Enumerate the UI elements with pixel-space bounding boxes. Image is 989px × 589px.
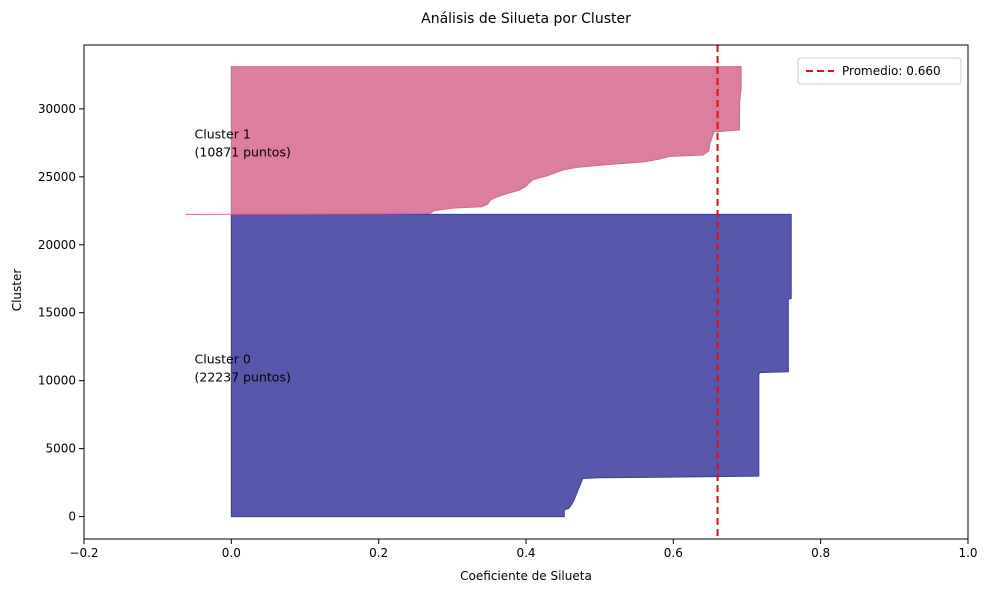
y-tick-label: 10000 bbox=[38, 374, 76, 388]
y-tick-label: 20000 bbox=[38, 238, 76, 252]
x-tick-label: 1.0 bbox=[958, 546, 977, 560]
cluster-annotation-line: Cluster 0 bbox=[195, 351, 251, 366]
x-tick-label: 0.0 bbox=[222, 546, 241, 560]
cluster-annotation-line: (10871 puntos) bbox=[195, 145, 291, 160]
y-axis-title: Cluster bbox=[10, 269, 24, 312]
x-tick-label: 0.4 bbox=[516, 546, 535, 560]
cluster-annotation-0: Cluster 0 (22237 puntos) bbox=[195, 351, 291, 384]
cluster-annotations: Cluster 0 (22237 puntos) Cluster 1 (10871 p… bbox=[195, 127, 291, 385]
y-tick-label: 30000 bbox=[38, 102, 76, 116]
legend-box bbox=[797, 57, 962, 85]
silhouette-fill-cluster-0 bbox=[230, 213, 792, 518]
silhouette-fill-cluster-1 bbox=[185, 66, 742, 215]
y-tick-label: 25000 bbox=[38, 170, 76, 184]
x-tick-label: 0.2 bbox=[369, 546, 388, 560]
cluster-annotation-1: Cluster 1 (10871 puntos) bbox=[195, 127, 291, 160]
y-axis: 0 5000 10000 15000 20000 25000 30000 bbox=[38, 102, 84, 524]
x-axis-title: Coeficiente de Silueta bbox=[460, 569, 592, 583]
chart-title: Análisis de Silueta por Cluster bbox=[421, 11, 631, 27]
x-tick-label: 0.6 bbox=[664, 546, 683, 560]
x-axis: −0.2 0.0 0.2 0.4 0.6 0.8 1.0 bbox=[69, 539, 978, 560]
plot-area: Cluster 0 (22237 puntos) Cluster 1 (10871 p… bbox=[83, 44, 969, 540]
legend-label-average: Promedio: 0.660 bbox=[842, 64, 941, 78]
y-tick-label: 5000 bbox=[45, 442, 76, 456]
y-tick-label: 15000 bbox=[38, 306, 76, 320]
cluster-annotation-line: Cluster 1 bbox=[195, 127, 251, 142]
x-tick-label: 0.8 bbox=[811, 546, 830, 560]
cluster-fills bbox=[185, 66, 792, 518]
x-tick-label: −0.2 bbox=[69, 546, 98, 560]
cluster-annotation-line: (22237 puntos) bbox=[195, 369, 291, 384]
legend: Promedio: 0.660 bbox=[797, 57, 962, 85]
y-tick-label: 0 bbox=[68, 510, 76, 524]
